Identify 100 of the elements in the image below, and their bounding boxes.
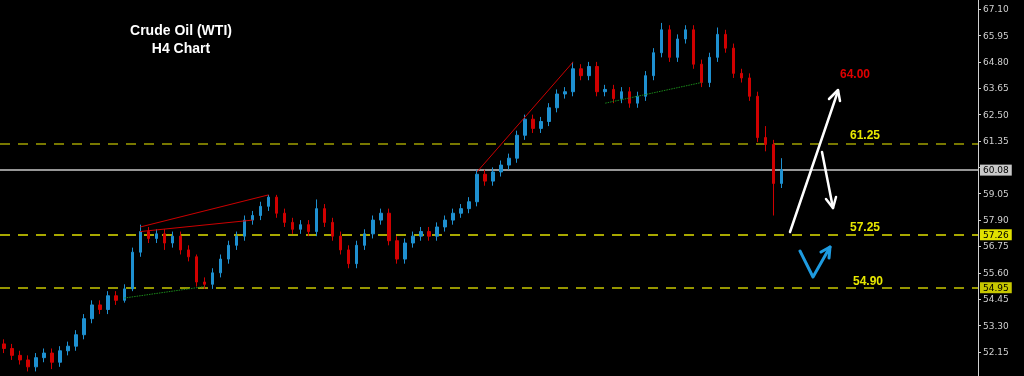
- candlestick: [82, 313, 86, 340]
- candlestick: [435, 221, 439, 242]
- candlestick: [443, 215, 447, 233]
- y-tick-label: 56.75: [983, 241, 1009, 252]
- candlestick: [555, 88, 559, 113]
- candlestick: [155, 228, 158, 244]
- candlestick: [628, 86, 631, 109]
- candlestick: [668, 24, 671, 63]
- candlestick: [451, 208, 455, 226]
- candlestick: [307, 219, 310, 237]
- candlestick: [684, 24, 687, 45]
- candlestick: [219, 253, 222, 278]
- candlestick: [267, 194, 270, 212]
- text: Crude Oil (WTI): [130, 22, 232, 38]
- candlestick: [315, 198, 318, 237]
- candlestick: [50, 347, 54, 370]
- candlestick: [716, 27, 719, 63]
- candlestick: [403, 237, 407, 265]
- candlestick: [18, 350, 22, 366]
- candlestick: [243, 215, 246, 242]
- candlestick: [740, 68, 743, 84]
- y-tick-label: 61.35: [983, 136, 1009, 146]
- candlestick: [387, 208, 391, 246]
- candlestick: [475, 169, 479, 207]
- y-tick-label: 54.45: [983, 294, 1009, 305]
- candlestick: [579, 63, 583, 81]
- annotation: 61.25: [849, 128, 881, 143]
- candlestick: [299, 219, 302, 235]
- y-tick-label: 63.65: [983, 83, 1009, 94]
- candlestick: [34, 352, 38, 372]
- y-tick-label: 64.80: [983, 56, 1010, 67]
- candlestick: [371, 215, 375, 239]
- candlestick: [772, 139, 775, 217]
- candlestick: [139, 224, 142, 258]
- candlestick: [363, 228, 366, 251]
- candlestick: [419, 226, 423, 242]
- candlestick: [331, 217, 334, 242]
- candlestick: [644, 70, 647, 102]
- y-tick-label: 57.90: [983, 215, 1010, 226]
- candlestick: [507, 153, 511, 171]
- candlestick: [283, 208, 286, 228]
- candlestick: [571, 61, 575, 97]
- candlestick: [563, 86, 567, 100]
- annotation: 57.25: [849, 220, 881, 234]
- candlestick: [347, 244, 350, 269]
- y-tick-label: 53.30: [983, 320, 1010, 331]
- candlestick: [90, 299, 94, 324]
- y-tick-label: 67.10: [983, 4, 1010, 15]
- candlestick: [251, 210, 254, 226]
- candlestick: [355, 240, 358, 269]
- candlestick: [203, 276, 206, 290]
- candlestick: [187, 244, 190, 262]
- candlestick: [171, 231, 174, 249]
- candlestick: [780, 157, 783, 189]
- annotation: 54.90: [852, 273, 884, 288]
- ref-line-label: 54.95: [983, 282, 1009, 293]
- ref-line-label: 60.08: [983, 165, 1010, 176]
- candlestick: [764, 125, 767, 152]
- candlestick: [114, 290, 118, 306]
- y-tick-label: 65.95: [983, 30, 1009, 41]
- candlestick: [515, 130, 519, 164]
- candlestick: [427, 226, 431, 242]
- candlestick: [106, 290, 110, 315]
- candlestick: [732, 43, 735, 79]
- y-tick-label: 62.50: [983, 109, 1010, 120]
- candlestick: [708, 52, 711, 88]
- y-tick-label: 55.60: [983, 267, 1010, 278]
- candlestick: [587, 61, 591, 81]
- candlestick: [756, 91, 759, 143]
- candlestick: [74, 329, 78, 352]
- candlestick: [700, 59, 703, 88]
- candlestick: [2, 338, 6, 354]
- y-tick-label: 59.05: [983, 188, 1009, 199]
- candlestick: [98, 299, 102, 315]
- candlestick: [235, 231, 238, 251]
- candlestick: [748, 72, 751, 102]
- candlestick: [411, 231, 415, 249]
- candlestick: [620, 86, 623, 104]
- candlestick: [179, 231, 182, 255]
- candlestick: [531, 114, 535, 134]
- text: H4 Chart: [151, 40, 211, 56]
- candlestick: [491, 166, 495, 187]
- candlestick: [395, 235, 399, 265]
- y-tick-label: 52.15: [983, 346, 1009, 357]
- candlestick: [539, 116, 543, 134]
- candlestick: [131, 247, 134, 292]
- candlestick: [211, 267, 214, 290]
- candlestick: [652, 47, 655, 81]
- candlestick: [339, 231, 342, 255]
- candlestick: [323, 203, 326, 228]
- candlestick: [467, 196, 471, 214]
- candlestick: [10, 343, 14, 361]
- candlestick: [275, 194, 278, 219]
- candlestick: [459, 203, 463, 219]
- candlestick: [66, 341, 70, 356]
- candlestick: [26, 354, 30, 372]
- candlestick: [483, 169, 487, 187]
- candlestick: [636, 91, 639, 109]
- ref-line-label: 57.26: [983, 229, 1010, 240]
- candlestick: [547, 102, 551, 127]
